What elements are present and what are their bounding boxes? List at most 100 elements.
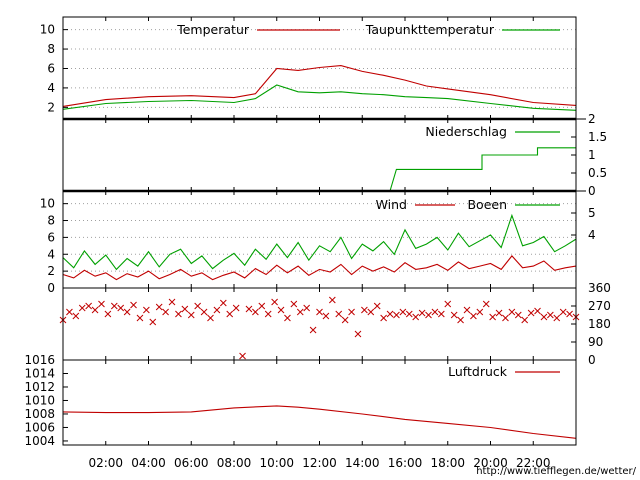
direction-point	[78, 304, 86, 312]
direction-point	[534, 307, 541, 315]
direction-point	[104, 310, 112, 318]
x-tick-label: 22:00	[516, 456, 551, 470]
direction-point	[264, 310, 272, 318]
series-line-luftdruck	[62, 405, 577, 439]
direction-point	[213, 306, 221, 314]
direction-point	[540, 313, 548, 321]
y-tick-label: 1008	[24, 407, 55, 421]
y2-tick-label: 0	[588, 353, 596, 367]
legend-label: Luftdruck	[448, 364, 508, 379]
direction-point	[162, 308, 169, 316]
direction-point	[168, 298, 176, 306]
direction-point	[508, 308, 516, 316]
direction-point	[386, 310, 394, 318]
direction-point	[380, 314, 387, 322]
direction-point	[136, 314, 144, 322]
legend-label: Temperatur	[176, 22, 250, 37]
direction-point	[412, 313, 420, 321]
y2-tick-label: 0.5	[588, 166, 607, 180]
y-tick-label: 2	[47, 264, 55, 278]
legend-label: Wind	[376, 197, 407, 212]
y2-tick-label: 1	[588, 148, 596, 162]
direction-point	[367, 308, 375, 316]
direction-point	[546, 311, 554, 319]
direction-point	[284, 314, 291, 322]
direction-point	[187, 311, 195, 319]
y2-tick-label: 5	[588, 206, 596, 220]
direction-point	[405, 310, 413, 318]
legend-label: Niederschlag	[425, 124, 507, 139]
direction-point	[450, 311, 458, 319]
direction-point	[72, 312, 80, 320]
direction-point	[143, 306, 150, 314]
panel-frame	[62, 287, 577, 361]
direction-point	[194, 302, 202, 310]
x-tick-label: 08:00	[217, 456, 252, 470]
direction-point	[476, 308, 484, 316]
direction-point	[123, 308, 131, 316]
y2-tick-label: 4	[588, 228, 596, 242]
direction-point	[207, 314, 214, 322]
direction-point	[303, 304, 311, 312]
direction-point	[514, 311, 522, 319]
direction-point	[239, 352, 246, 360]
x-tick-label: 04:00	[131, 456, 166, 470]
y-tick-label: 2	[47, 100, 55, 114]
direction-point	[252, 308, 259, 316]
x-tick-label: 16:00	[388, 456, 423, 470]
direction-point	[91, 306, 99, 314]
direction-point	[130, 301, 137, 309]
direction-point	[232, 304, 240, 312]
legend-label: Taupunkttemperatur	[365, 22, 495, 37]
direction-point	[245, 305, 253, 313]
direction-point	[181, 305, 189, 313]
direction-point	[470, 312, 477, 320]
direction-point	[444, 300, 452, 308]
x-axis: 02:00 04:00 06:00 08:00 10:00 12:00 14:00 16:00…	[88, 17, 551, 470]
direction-point	[98, 300, 105, 308]
panel-3: 0 2 4 6 8 10 4 5 Wind Boeen	[40, 190, 596, 295]
panel-1: 2 4 6 8 10 Temperatur Taupunkttemperatur	[40, 16, 577, 120]
y2-tick-label: 0	[588, 184, 596, 198]
y2-tick-label: 270	[588, 299, 611, 313]
direction-point	[373, 302, 381, 310]
direction-point	[175, 310, 182, 318]
direction-point	[495, 309, 503, 317]
direction-point	[335, 310, 343, 318]
x-tick-label: 12:00	[302, 456, 337, 470]
y-tick-label: 10	[40, 197, 55, 211]
direction-point	[361, 306, 368, 314]
x-tick-label: 18:00	[430, 456, 465, 470]
direction-point	[527, 309, 535, 317]
series-line-wind	[62, 255, 577, 281]
y-tick-label: 6	[47, 230, 55, 244]
direction-point	[341, 316, 349, 324]
y-tick-label: 1012	[24, 380, 55, 394]
chart-panels: 2 4 6 8 10 Temperatur Taupunkttemperatur 0 0.5 1 1…	[24, 16, 611, 448]
direction-point	[322, 312, 330, 320]
credit-link[interactable]: http://www.tiefflegen.de/wetter/	[476, 466, 636, 477]
y2-tick-label: 360	[588, 281, 611, 295]
direction-point	[117, 304, 125, 312]
direction-point	[316, 308, 323, 316]
direction-point	[328, 296, 336, 304]
direction-point	[566, 310, 573, 318]
y-tick-label: 4	[47, 247, 55, 261]
direction-point	[521, 316, 529, 324]
y-tick-label: 1016	[24, 353, 55, 367]
direction-point	[393, 311, 400, 319]
x-tick-label: 14:00	[345, 456, 380, 470]
direction-point	[559, 308, 567, 316]
y-tick-label: 1006	[24, 420, 55, 434]
direction-point	[200, 308, 208, 316]
y-tick-label: 0	[47, 281, 55, 295]
y2-tick-label: 180	[588, 317, 611, 331]
direction-point	[309, 326, 317, 334]
legend-label: Boeen	[467, 197, 507, 212]
direction-point	[399, 308, 407, 316]
direction-point	[463, 306, 471, 314]
direction-point	[296, 308, 304, 316]
direction-point	[354, 330, 362, 338]
